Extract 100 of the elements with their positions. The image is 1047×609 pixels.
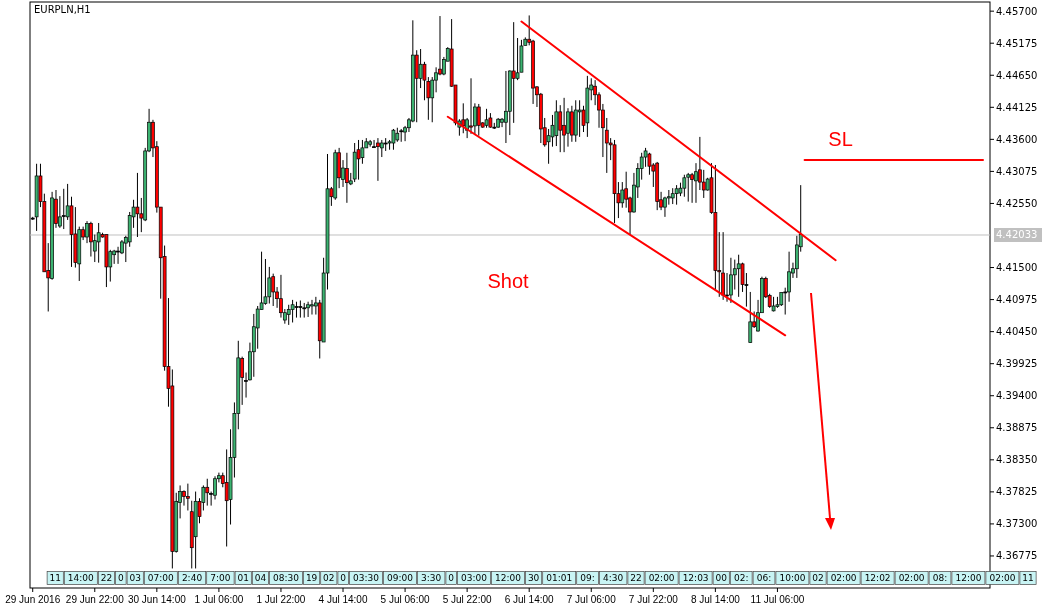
series-label: SL bbox=[828, 128, 853, 151]
chart-title: EURPLN,H1 bbox=[34, 4, 91, 15]
annotation: 08:30 bbox=[273, 573, 300, 584]
candlestick bbox=[414, 49, 419, 123]
annotation: 0 bbox=[340, 573, 347, 584]
candlestick bbox=[694, 162, 698, 204]
y-tick-label: 4.41500 bbox=[996, 262, 1038, 274]
candlestick bbox=[89, 221, 93, 258]
x-tick-label: 30 Jun 14:00 bbox=[127, 594, 187, 605]
annotation: 04 bbox=[254, 573, 267, 584]
candlestick bbox=[721, 231, 725, 301]
annotation: 06: bbox=[756, 573, 772, 584]
annotation: 03:30 bbox=[353, 573, 380, 584]
annotation: 01 bbox=[237, 573, 249, 584]
y-tick-label: 4.39400 bbox=[996, 390, 1038, 402]
x-tick-label: 29 Jun 22:00 bbox=[65, 594, 125, 605]
x-tick-label: 29 Jun 2016 bbox=[5, 594, 61, 605]
candlestick bbox=[690, 172, 694, 204]
x-tick-label: 11 Jul 06:00 bbox=[750, 594, 805, 605]
y-tick-label: 4.40450 bbox=[996, 326, 1038, 338]
annotation: 12:03 bbox=[682, 573, 709, 584]
annotation: 7:00 bbox=[210, 573, 231, 584]
y-tick-label: 4.42550 bbox=[996, 197, 1038, 209]
candlestick bbox=[562, 97, 566, 153]
x-tick-label: 1 Jul 22:00 bbox=[256, 594, 306, 605]
annotation: 07:00 bbox=[147, 573, 175, 584]
candlestick bbox=[135, 172, 140, 238]
candlestick bbox=[205, 478, 210, 507]
candlestick bbox=[310, 299, 314, 316]
x-tick-label: 7 Jul 06:00 bbox=[566, 594, 617, 605]
annotation: 10:00 bbox=[779, 573, 806, 584]
y-tick-label: 4.38350 bbox=[996, 454, 1038, 466]
annotation: 22 bbox=[100, 573, 113, 584]
candlestick bbox=[729, 257, 733, 304]
candlestick bbox=[736, 254, 741, 298]
annotation: Shot bbox=[487, 270, 530, 292]
annotation: 4:30 bbox=[603, 573, 624, 584]
annotation: 09:00 bbox=[387, 573, 414, 584]
annotation: 12:02 bbox=[864, 573, 891, 584]
annotation: 02:00 bbox=[830, 573, 857, 584]
candlestick bbox=[570, 105, 574, 143]
annotation: 02:00 bbox=[648, 573, 675, 584]
x-tick-label: 1 Jul 06:00 bbox=[194, 594, 244, 605]
candlestick bbox=[376, 137, 380, 182]
candlestick bbox=[686, 172, 691, 203]
candlestick bbox=[85, 220, 89, 244]
annotation: 12:00 bbox=[495, 573, 522, 584]
annotation: 03:00 bbox=[461, 573, 488, 584]
candlestick bbox=[61, 188, 66, 230]
annotation: 03 bbox=[129, 573, 141, 584]
candlestick bbox=[255, 305, 260, 350]
annotation: 19 bbox=[305, 573, 318, 584]
candlestick bbox=[504, 70, 508, 144]
annotation: 02: bbox=[733, 573, 749, 584]
annotation: 09: bbox=[580, 573, 595, 584]
y-tick-label: 4.37825 bbox=[996, 486, 1038, 498]
candlestick bbox=[624, 171, 629, 209]
y-tick-label: 4.45700 bbox=[996, 5, 1038, 17]
candlestick bbox=[306, 301, 310, 318]
annotation: 11 bbox=[49, 573, 61, 584]
candlestick bbox=[96, 222, 101, 264]
annotation: 14:00 bbox=[67, 573, 95, 584]
annotation: 02 bbox=[323, 573, 335, 584]
candlestick bbox=[186, 483, 190, 511]
ref-line-label: 4.42033 bbox=[996, 229, 1038, 241]
annotation: 02:00 bbox=[989, 573, 1016, 584]
x-tick-label: 5 Jul 06:00 bbox=[380, 594, 430, 605]
annotation: 00 bbox=[715, 573, 728, 584]
y-tick-label: 4.43075 bbox=[996, 165, 1038, 177]
candlestick bbox=[418, 48, 423, 89]
y-tick-label: 4.36775 bbox=[996, 550, 1038, 562]
text: 11 bbox=[1022, 573, 1034, 584]
annotation: 02 bbox=[812, 573, 824, 584]
y-tick-label: 4.39925 bbox=[996, 358, 1038, 370]
y-tick-label: 4.43600 bbox=[996, 133, 1038, 145]
annotation: 0 bbox=[117, 573, 124, 584]
x-tick-label: 6 Jul 14:00 bbox=[504, 594, 555, 605]
candlestick bbox=[345, 152, 349, 204]
annotation: 0 bbox=[448, 573, 455, 584]
x-tick-label: 4 Jul 14:00 bbox=[318, 594, 368, 605]
annotation: 3:30 bbox=[421, 573, 442, 584]
y-tick-label: 4.44650 bbox=[996, 69, 1038, 81]
y-tick-label: 4.37300 bbox=[996, 518, 1038, 530]
y-tick-label: 4.40975 bbox=[996, 294, 1038, 306]
candlestick bbox=[682, 174, 687, 198]
x-tick-label: 5 Jul 22:00 bbox=[442, 594, 493, 605]
candlestick bbox=[511, 21, 516, 124]
annotation: 22 bbox=[630, 573, 642, 584]
x-tick-label: 7 Jul 22:00 bbox=[628, 594, 679, 605]
y-tick-label: 4.45175 bbox=[996, 37, 1038, 49]
annotation: 2:40 bbox=[181, 573, 203, 584]
annotation: 30 bbox=[527, 573, 540, 584]
y-tick-label: 4.38875 bbox=[996, 422, 1038, 434]
y-tick-label: 4.44125 bbox=[996, 101, 1038, 113]
annotation: 08: bbox=[932, 573, 948, 584]
annotation: 02:00 bbox=[898, 573, 925, 584]
x-tick-label: 8 Jul 14:00 bbox=[690, 594, 741, 605]
annotation: 01:01 bbox=[546, 573, 573, 584]
candlestick bbox=[577, 99, 582, 138]
annotation: 12:00 bbox=[955, 573, 982, 584]
